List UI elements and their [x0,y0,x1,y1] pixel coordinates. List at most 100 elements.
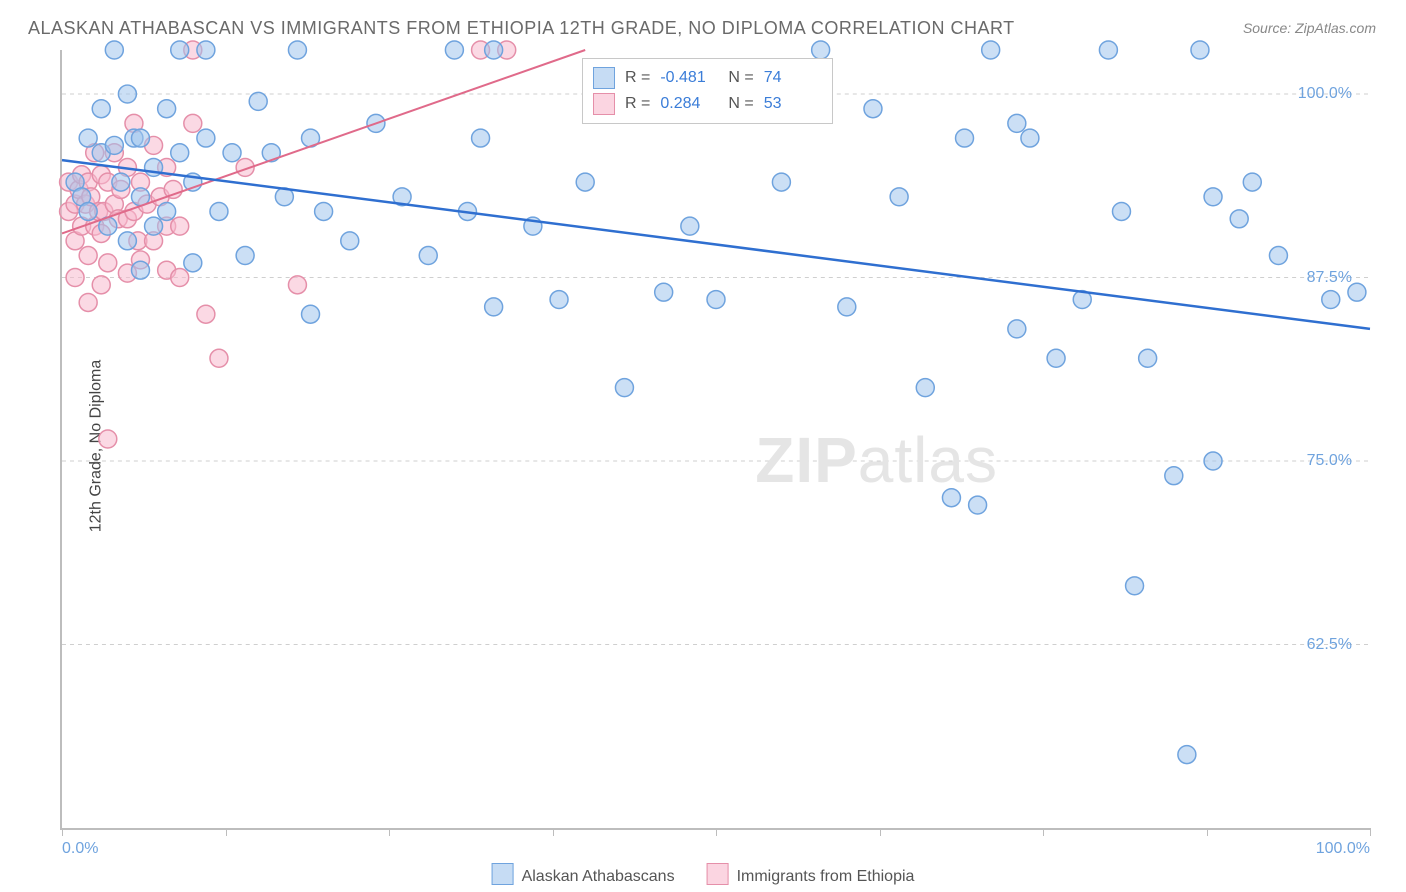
correlation-stats-box: R = -0.481 N = 74 R = 0.284 N = 53 [582,58,833,124]
data-point [1008,320,1026,338]
legend-item-pink: Immigrants from Ethiopia [707,863,915,886]
data-point [419,247,437,265]
x-tick-mark [716,828,717,836]
data-point [158,202,176,220]
data-point [118,232,136,250]
data-point [969,496,987,514]
data-point [1139,349,1157,367]
legend-label-pink: Immigrants from Ethiopia [737,868,915,885]
data-point [99,254,117,272]
data-point [171,269,189,287]
data-point [655,283,673,301]
x-tick-mark [226,828,227,836]
data-point [79,247,97,265]
data-point [145,217,163,235]
chart-title: ALASKAN ATHABASCAN VS IMMIGRANTS FROM ET… [28,18,1015,39]
data-point [171,41,189,59]
data-point [445,41,463,59]
data-point [1099,41,1117,59]
data-point [772,173,790,191]
data-point [197,305,215,323]
y-tick-label: 100.0% [1298,85,1352,103]
legend-item-blue: Alaskan Athabascans [492,863,675,886]
y-tick-label: 87.5% [1307,269,1352,287]
data-point [1112,202,1130,220]
swatch-pink-icon [707,863,729,885]
data-point [1126,577,1144,595]
data-point [916,379,934,397]
x-tick-mark [1207,828,1208,836]
source-credit: Source: ZipAtlas.com [1243,20,1376,36]
data-point [105,41,123,59]
data-point [92,276,110,294]
data-point [485,41,503,59]
x-tick-mark [880,828,881,836]
r-label: R = [625,65,650,91]
data-point [210,349,228,367]
data-point [838,298,856,316]
footer-legend: Alaskan Athabascans Immigrants from Ethi… [492,863,915,886]
r-value-blue: -0.481 [660,65,718,91]
data-point [118,85,136,103]
data-point [982,41,1000,59]
data-point [184,114,202,132]
data-point [1191,41,1209,59]
data-point [707,291,725,309]
data-point [1021,129,1039,147]
y-tick-label: 75.0% [1307,452,1352,470]
data-point [288,41,306,59]
plot-area: ZIPatlas R = -0.481 N = 74 R = 0.284 N =… [60,50,1370,830]
data-point [79,294,97,312]
data-point [158,100,176,118]
data-point [341,232,359,250]
data-point [92,100,110,118]
data-point [812,41,830,59]
data-point [1243,173,1261,191]
chart-container: ALASKAN ATHABASCAN VS IMMIGRANTS FROM ET… [0,0,1406,892]
n-label: N = [728,65,753,91]
data-point [1178,746,1196,764]
data-point [485,298,503,316]
data-point [171,144,189,162]
x-tick-mark [62,828,63,836]
data-point [315,202,333,220]
x-tick-label-min: 0.0% [62,840,98,858]
data-point [1008,114,1026,132]
data-point [223,144,241,162]
data-point [576,173,594,191]
data-point [681,217,699,235]
data-point [890,188,908,206]
stats-row-blue: R = -0.481 N = 74 [593,65,822,91]
data-point [236,247,254,265]
data-point [1204,188,1222,206]
swatch-pink-icon [593,93,615,115]
data-point [210,202,228,220]
n-value-blue: 74 [764,65,822,91]
data-point [112,173,130,191]
data-point [131,129,149,147]
data-point [302,305,320,323]
data-point [864,100,882,118]
x-tick-label-max: 100.0% [1316,840,1370,858]
data-point [66,269,84,287]
n-label: N = [728,91,753,117]
data-point [942,489,960,507]
data-point [184,254,202,272]
data-point [197,129,215,147]
data-point [472,129,490,147]
swatch-blue-icon [492,863,514,885]
data-point [171,217,189,235]
data-point [131,261,149,279]
scatter-chart-svg [62,50,1370,828]
legend-label-blue: Alaskan Athabascans [522,868,675,885]
data-point [1165,467,1183,485]
data-point [249,92,267,110]
data-point [1204,452,1222,470]
stats-row-pink: R = 0.284 N = 53 [593,91,822,117]
data-point [288,276,306,294]
y-tick-label: 62.5% [1307,636,1352,654]
data-point [1230,210,1248,228]
swatch-blue-icon [593,67,615,89]
data-point [1047,349,1065,367]
r-value-pink: 0.284 [660,91,718,117]
